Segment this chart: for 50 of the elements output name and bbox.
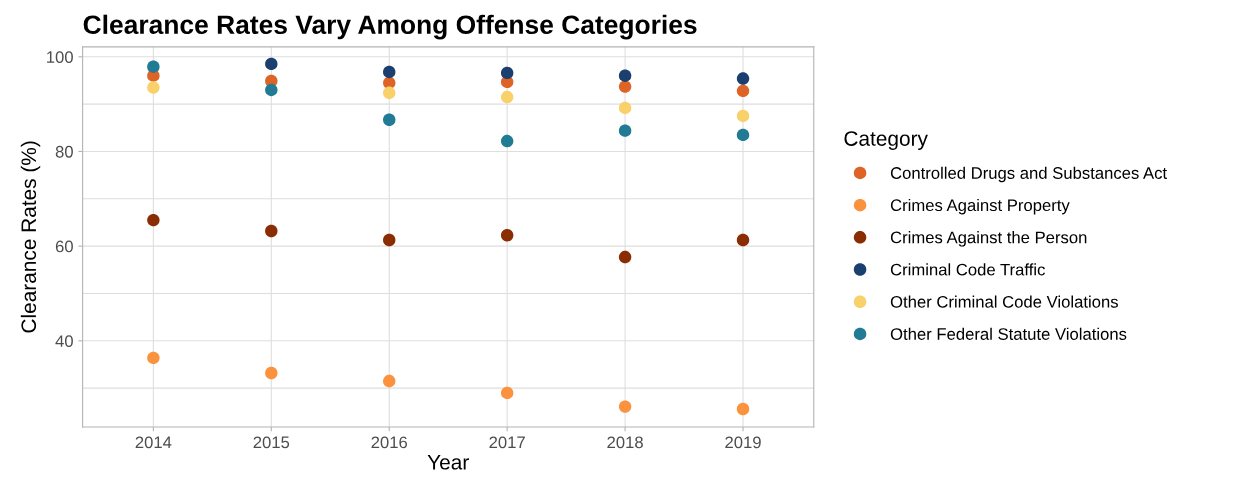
point xyxy=(500,90,514,104)
point xyxy=(383,113,396,126)
x-tick-label: 2019 xyxy=(725,436,761,449)
x-tick-label: 2016 xyxy=(371,436,408,449)
y-tick-label: 80 xyxy=(55,145,73,158)
x-axis-title: Year xyxy=(427,455,469,470)
x-tick-label: 2017 xyxy=(489,436,525,449)
point xyxy=(147,351,160,365)
legend-label: Crimes Against Property xyxy=(890,198,1070,215)
legend-label: Other Criminal Code Violations xyxy=(890,295,1118,308)
point xyxy=(500,229,514,242)
point xyxy=(618,400,632,413)
point xyxy=(265,224,278,238)
point xyxy=(147,60,160,73)
point xyxy=(265,366,278,380)
chart-title: Clearance Rates Vary Among Offense Categories xyxy=(83,14,697,40)
legend-label: Crimes Against the Person xyxy=(890,231,1087,247)
legend-label: Other Federal Statute Violations xyxy=(890,327,1127,340)
y-tick-label: 100 xyxy=(47,51,73,63)
legend-label: Controlled Drugs and Substances Act xyxy=(890,166,1167,183)
point xyxy=(383,374,396,388)
point xyxy=(265,83,278,97)
y-tick-label: 40 xyxy=(55,335,73,348)
point xyxy=(618,69,632,82)
x-tick-label: 2014 xyxy=(135,436,172,449)
point xyxy=(736,233,750,247)
point xyxy=(147,213,160,227)
point xyxy=(736,128,750,142)
x-tick-label: 2015 xyxy=(253,436,290,449)
point xyxy=(383,65,396,79)
legend-label: Criminal Code Traffic xyxy=(890,263,1045,276)
point xyxy=(383,86,396,99)
point xyxy=(736,72,750,85)
point xyxy=(736,402,750,416)
y-tick-label: 60 xyxy=(55,240,73,253)
point xyxy=(618,124,632,137)
point xyxy=(500,66,514,80)
point xyxy=(500,134,514,148)
point xyxy=(265,57,278,71)
y-axis-title: Clearance Rates (%) xyxy=(20,141,41,333)
point xyxy=(147,81,160,94)
point xyxy=(383,233,396,247)
point xyxy=(736,109,750,123)
point xyxy=(618,80,632,93)
point xyxy=(500,386,514,400)
point xyxy=(618,101,632,115)
x-tick-label: 2018 xyxy=(607,436,643,449)
legend-title: Category xyxy=(844,131,928,151)
point xyxy=(736,84,750,98)
point xyxy=(618,250,632,264)
